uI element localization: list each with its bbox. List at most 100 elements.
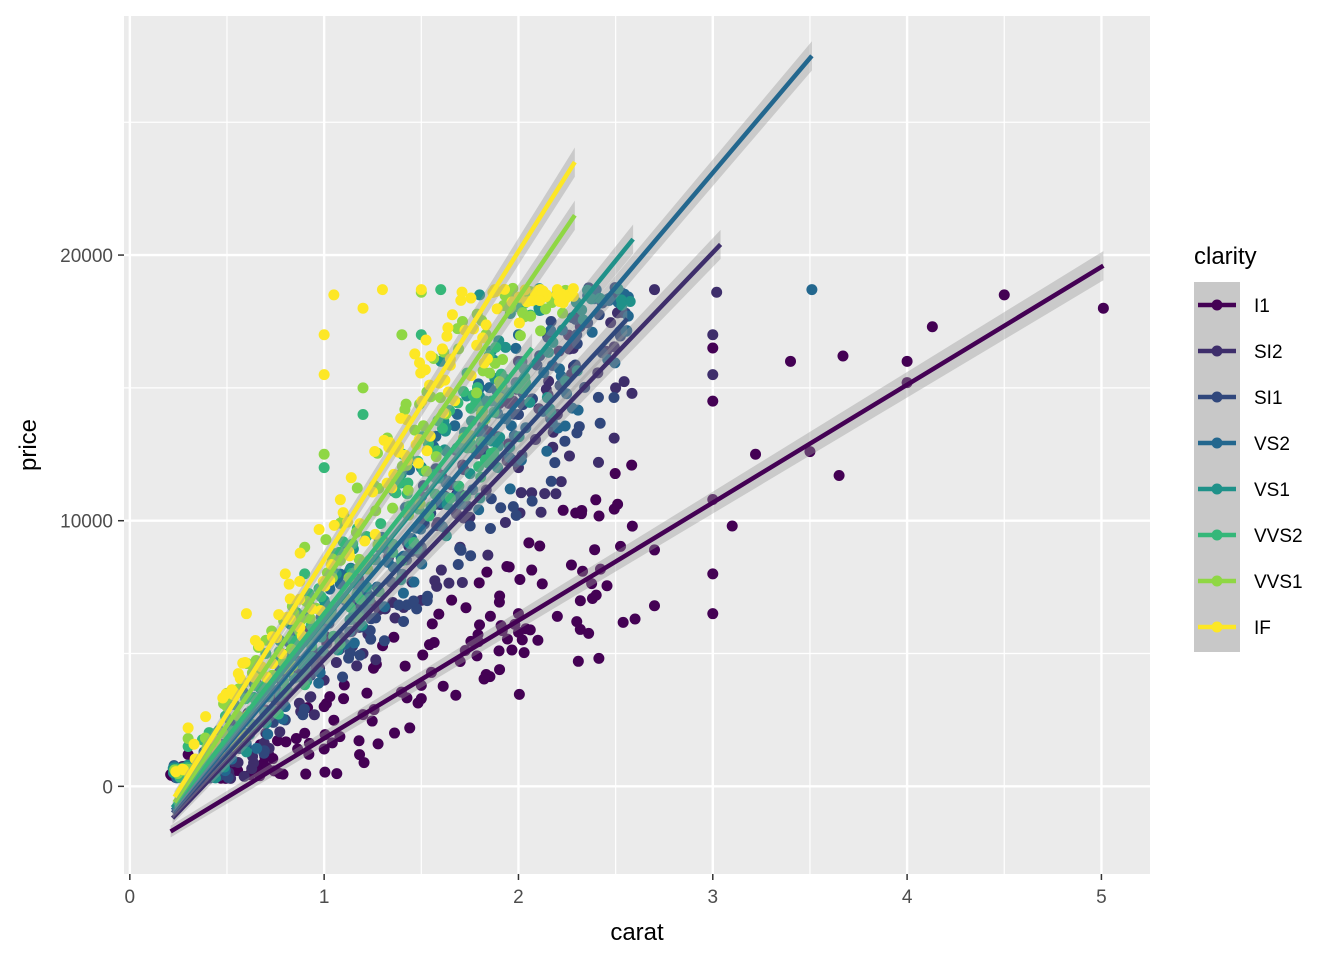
data-point xyxy=(480,319,492,331)
data-point xyxy=(337,671,349,683)
data-point xyxy=(577,565,589,577)
data-point xyxy=(455,294,467,306)
data-point xyxy=(338,693,350,705)
series-I1-fit-line xyxy=(169,263,1105,834)
data-point xyxy=(609,468,621,480)
data-point xyxy=(304,612,316,624)
data-point xyxy=(294,575,306,587)
data-point xyxy=(182,722,194,734)
data-point xyxy=(513,317,525,329)
series-VVS2-fit-line xyxy=(172,346,534,807)
data-point xyxy=(590,589,602,601)
data-point xyxy=(369,528,381,540)
data-point xyxy=(524,624,536,636)
data-point xyxy=(605,317,617,329)
data-point xyxy=(484,610,496,622)
data-point xyxy=(444,492,456,504)
y-tick-label: 10000 xyxy=(60,512,113,533)
data-point xyxy=(308,709,320,721)
legend-label: IF xyxy=(1254,618,1271,639)
data-point xyxy=(541,445,553,457)
series-VVS1-fit-line xyxy=(172,213,577,804)
data-point xyxy=(507,282,519,294)
data-point xyxy=(550,488,562,500)
data-point xyxy=(357,408,369,420)
data-point xyxy=(574,595,586,607)
data-point xyxy=(334,494,346,506)
data-point xyxy=(804,446,816,458)
data-point xyxy=(536,578,548,590)
data-point xyxy=(456,576,468,588)
data-point xyxy=(313,524,325,536)
data-point xyxy=(328,714,340,726)
data-point xyxy=(534,540,546,552)
data-point xyxy=(559,435,571,447)
y-axis-title: price xyxy=(15,419,42,471)
data-point xyxy=(460,602,472,614)
legend-label: VVS1 xyxy=(1254,572,1303,593)
data-point xyxy=(399,404,411,416)
data-point xyxy=(648,284,660,296)
data-point xyxy=(274,726,286,738)
data-point xyxy=(326,737,338,749)
data-point xyxy=(389,612,401,624)
data-point xyxy=(540,303,552,315)
data-point xyxy=(331,768,343,780)
data-point xyxy=(279,568,291,580)
data-point xyxy=(436,343,448,355)
data-point xyxy=(491,303,503,315)
data-point xyxy=(217,692,229,704)
data-point xyxy=(283,578,295,590)
data-point xyxy=(500,341,512,353)
data-point xyxy=(319,766,331,778)
data-point xyxy=(455,544,467,556)
data-point xyxy=(370,612,382,624)
data-point xyxy=(412,457,424,469)
data-point xyxy=(565,559,577,571)
y-tick-label: 20000 xyxy=(60,246,113,267)
data-point xyxy=(535,325,547,337)
data-point xyxy=(474,289,486,301)
data-point xyxy=(320,534,332,546)
data-point xyxy=(359,535,371,547)
data-point xyxy=(617,616,629,628)
x-tick-label: 3 xyxy=(707,887,718,908)
data-point xyxy=(608,392,620,404)
data-point xyxy=(464,468,476,480)
data-point xyxy=(707,369,719,381)
data-point xyxy=(726,520,738,532)
data-point xyxy=(478,673,490,685)
data-point xyxy=(294,547,306,559)
data-point xyxy=(494,664,506,676)
data-point xyxy=(237,657,249,669)
data-point xyxy=(621,325,633,337)
data-point xyxy=(337,507,349,519)
data-point xyxy=(506,644,518,656)
data-point xyxy=(557,307,569,319)
data-point xyxy=(446,309,458,321)
data-point xyxy=(251,742,263,754)
data-point xyxy=(465,550,477,562)
data-point xyxy=(518,647,530,659)
data-point xyxy=(465,292,477,304)
data-point xyxy=(376,284,388,296)
legend-key-background xyxy=(1194,282,1240,652)
x-tick-label: 1 xyxy=(319,887,330,908)
x-tick-label: 2 xyxy=(513,887,524,908)
data-point xyxy=(499,283,511,295)
data-point xyxy=(299,727,311,739)
data-point xyxy=(351,660,363,672)
data-point xyxy=(494,590,506,602)
data-point xyxy=(458,385,470,397)
data-point xyxy=(484,522,496,534)
data-point xyxy=(472,629,484,641)
data-point xyxy=(545,325,557,337)
data-point xyxy=(707,342,719,354)
data-point xyxy=(313,677,325,689)
data-point xyxy=(297,709,309,721)
data-point xyxy=(512,626,524,638)
data-point xyxy=(354,593,366,605)
data-point xyxy=(353,735,365,747)
data-point xyxy=(415,693,427,705)
legend: clarity I1 SI2 SI1 VS2 VS1 VVS2 VVS1 IF xyxy=(1194,243,1303,652)
